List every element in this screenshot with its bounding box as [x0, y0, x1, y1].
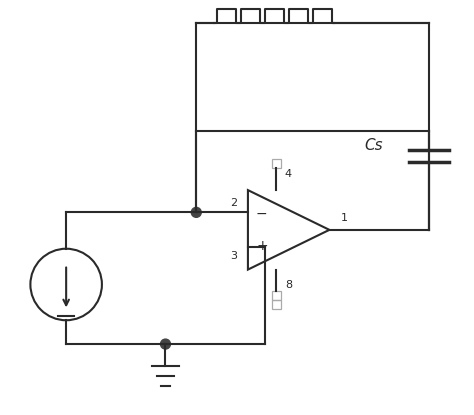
- Text: Cs: Cs: [365, 138, 383, 153]
- Text: 1: 1: [341, 213, 348, 223]
- Bar: [272, 291, 281, 300]
- Text: 2: 2: [230, 198, 237, 208]
- Text: 4: 4: [285, 169, 292, 179]
- Circle shape: [161, 339, 171, 349]
- Circle shape: [191, 208, 201, 217]
- Bar: [272, 300, 281, 309]
- Text: 3: 3: [230, 251, 237, 261]
- Text: +: +: [256, 239, 268, 253]
- Bar: [272, 159, 281, 168]
- Text: −: −: [256, 206, 268, 220]
- Text: 8: 8: [285, 281, 292, 290]
